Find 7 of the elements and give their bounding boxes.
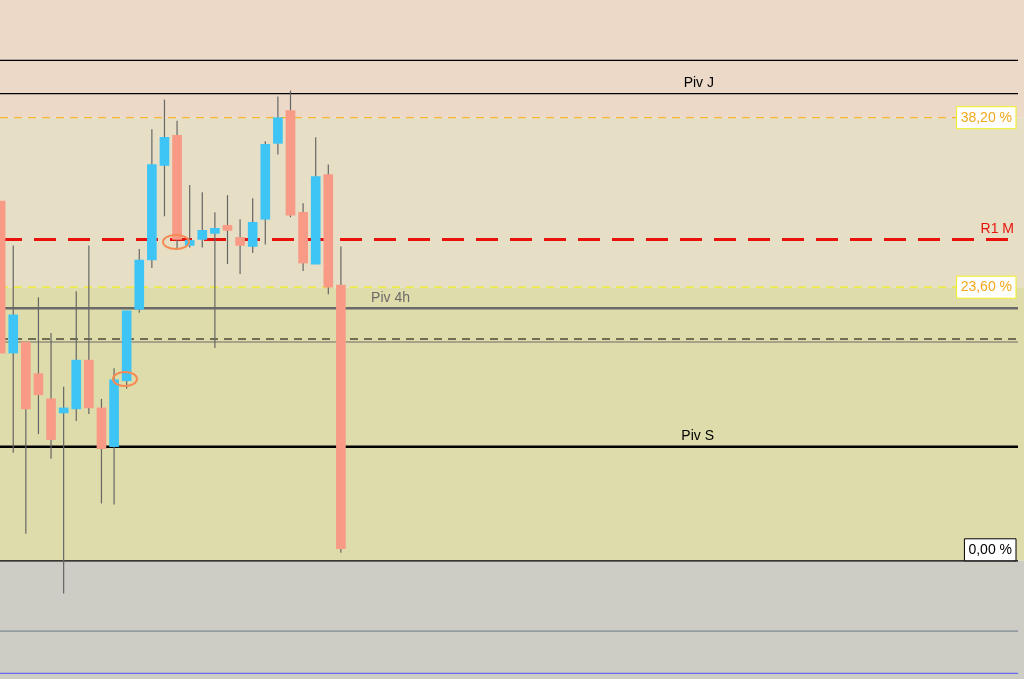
annotation: 0,00 % — [968, 540, 1013, 557]
annotation: 38,20 % — [960, 108, 1012, 125]
annotation: 23,60 % — [960, 278, 1012, 295]
ref-line-label: Piv 4h — [371, 289, 410, 306]
ref-line-label: Piv S — [681, 427, 714, 444]
ref-line-label: R1 M — [980, 220, 1014, 237]
ref-line-label: Piv J — [683, 74, 714, 91]
